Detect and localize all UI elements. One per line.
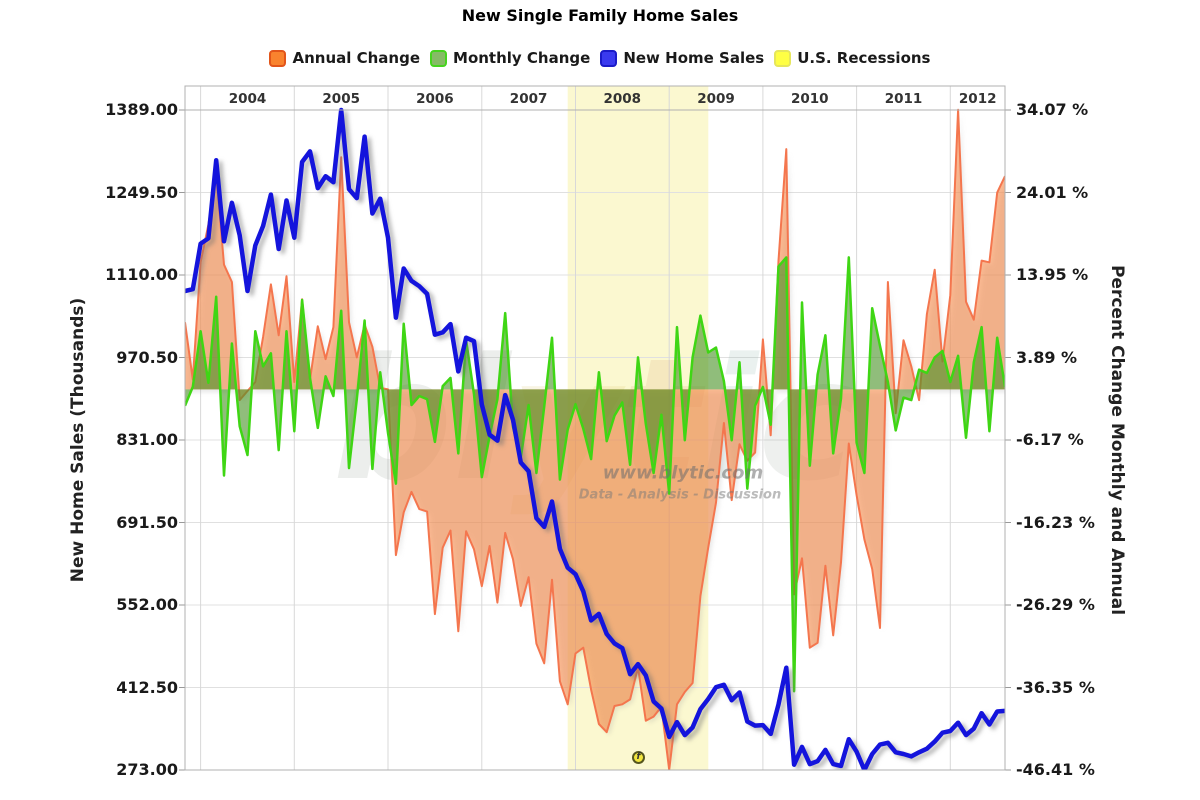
new-home-sales-line [185,107,1005,770]
annual-change-swatch-icon [269,49,287,67]
annual-change-area [185,109,1005,770]
left-axis-tick-label: 552.00 [116,595,178,614]
year-tick-label: 2011 [885,91,923,107]
watermark-tagline: Data - Analysis - Discussion [578,487,782,503]
legend-item-monthly-change[interactable]: Monthly Change [430,49,590,67]
year-tick-label: 2004 [229,91,267,107]
new-home-sales-swatch-icon [600,49,618,67]
left-axis-tick-label: 1389.00 [105,100,178,119]
year-tick-label: 2005 [322,91,360,107]
left-axis-tick-label: 412.50 [116,677,178,697]
monthly-change-outline [185,256,1005,693]
year-tick-label: 2006 [416,91,454,107]
left-axis-tick-label: 691.50 [116,512,178,532]
legend-label: New Home Sales [623,49,765,67]
annual-change-outline [185,108,1005,770]
left-axis-tick-label: 1110.00 [105,265,178,284]
legend-label: Annual Change [292,49,421,67]
right-axis-tick-label: -26.29 % [1016,595,1095,614]
year-tick-label: 2010 [791,91,829,107]
legend-item-annual-change[interactable]: Annual Change [269,49,420,67]
chart-title: New Single Family Home Sales [461,6,739,25]
us-recessions-swatch-icon [774,49,792,67]
legend-label: U.S. Recessions [797,49,931,67]
left-axis-tick-label: 970.50 [116,347,178,367]
year-tick-label: 2012 [959,91,997,107]
monthly-change-swatch-icon [430,49,448,67]
flag-marker-icon[interactable]: f [631,751,645,764]
right-axis-tick-label: -46.41 % [1016,760,1095,779]
plot-border [184,85,1006,771]
watermark-url: www.blytic.com [602,462,764,484]
right-axis-tick-label: -16.23 % [1016,512,1095,532]
left-axis-tick-label: 831.00 [116,430,178,449]
legend-label: Monthly Change [453,49,591,67]
right-axis-tick-label: -6.17 % [1016,430,1084,449]
right-axis-tick-label: 34.07 % [1016,100,1089,119]
right-axis-tick-label: 3.89 % [1016,347,1078,367]
left-axis-tick-label: 273.00 [116,760,178,779]
legend-item-new-home-sales[interactable]: New Home Sales [600,49,764,67]
legend-item-us-recessions[interactable]: U.S. Recessions [774,49,931,67]
legend: Annual Change Monthly Change New Home Sa… [0,49,1200,67]
year-tick-label: 2008 [604,91,642,107]
right-axis-tick-label: 13.95 % [1016,265,1089,284]
right-axis-tick-label: 24.01 % [1016,182,1089,202]
right-axis-tick-label: -36.35 % [1016,677,1095,697]
left-axis-tick-label: 1249.50 [105,182,178,202]
year-tick-label: 2007 [510,91,548,107]
year-tick-label: 2009 [697,91,735,107]
